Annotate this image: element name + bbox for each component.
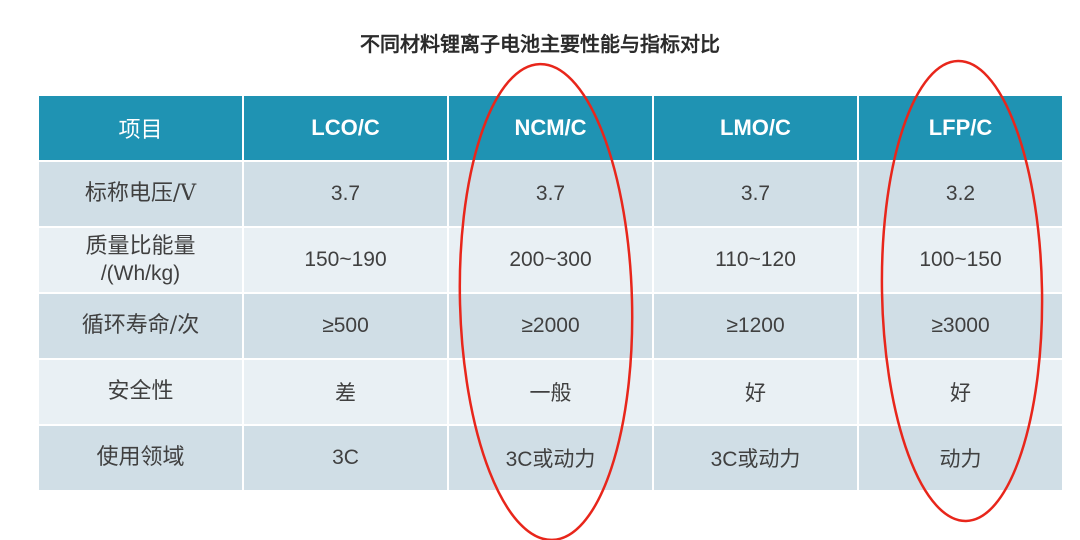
cell-lfp-energy: 100~150 <box>859 228 1062 294</box>
row-label-application: 使用领域 <box>39 426 242 492</box>
table-header-row: 项目 LCO/C NCM/C LMO/C LFP/C <box>39 96 1062 162</box>
cell-lco-voltage: 3.7 <box>244 162 447 228</box>
cell-lmo-energy: 110~120 <box>654 228 857 294</box>
cell-ncm-energy: 200~300 <box>449 228 652 294</box>
cell-lco-application: 3C <box>244 426 447 492</box>
header-ncm: NCM/C <box>449 96 652 162</box>
cell-lmo-application: 3C或动力 <box>654 426 857 492</box>
cell-lfp-voltage: 3.2 <box>859 162 1062 228</box>
row-label-energy-line1: 质量比能量 <box>85 234 196 260</box>
comparison-table: 项目 LCO/C NCM/C LMO/C LFP/C 标称电压/V 3.7 3.… <box>37 96 1064 492</box>
cell-lmo-cycle-life: ≥1200 <box>654 294 857 360</box>
row-label-voltage: 标称电压/V <box>39 162 242 228</box>
header-lfp: LFP/C <box>859 96 1062 162</box>
cell-ncm-safety: 一般 <box>449 360 652 426</box>
cell-lco-energy: 150~190 <box>244 228 447 294</box>
table-row-energy: 质量比能量 /(Wh/kg) 150~190 200~300 110~120 1… <box>39 228 1062 294</box>
cell-lfp-cycle-life: ≥3000 <box>859 294 1062 360</box>
cell-ncm-cycle-life: ≥2000 <box>449 294 652 360</box>
cell-lfp-safety: 好 <box>859 360 1062 426</box>
cell-lmo-safety: 好 <box>654 360 857 426</box>
header-lmo: LMO/C <box>654 96 857 162</box>
row-label-cycle-life: 循环寿命/次 <box>39 294 242 360</box>
row-label-energy-line2: /(Wh/kg) <box>100 261 181 285</box>
header-item: 项目 <box>39 96 242 162</box>
table-row-voltage: 标称电压/V 3.7 3.7 3.7 3.2 <box>39 162 1062 228</box>
cell-lfp-application: 动力 <box>859 426 1062 492</box>
cell-lco-cycle-life: ≥500 <box>244 294 447 360</box>
table-row-cycle-life: 循环寿命/次 ≥500 ≥2000 ≥1200 ≥3000 <box>39 294 1062 360</box>
cell-lmo-voltage: 3.7 <box>654 162 857 228</box>
cell-lco-safety: 差 <box>244 360 447 426</box>
row-label-safety: 安全性 <box>39 360 242 426</box>
cell-ncm-voltage: 3.7 <box>449 162 652 228</box>
row-label-energy: 质量比能量 /(Wh/kg) <box>39 228 242 294</box>
page-title: 不同材料锂离子电池主要性能与指标对比 <box>360 32 720 56</box>
table-row-application: 使用领域 3C 3C或动力 3C或动力 动力 <box>39 426 1062 492</box>
cell-ncm-application: 3C或动力 <box>449 426 652 492</box>
header-lco: LCO/C <box>244 96 447 162</box>
table-row-safety: 安全性 差 一般 好 好 <box>39 360 1062 426</box>
